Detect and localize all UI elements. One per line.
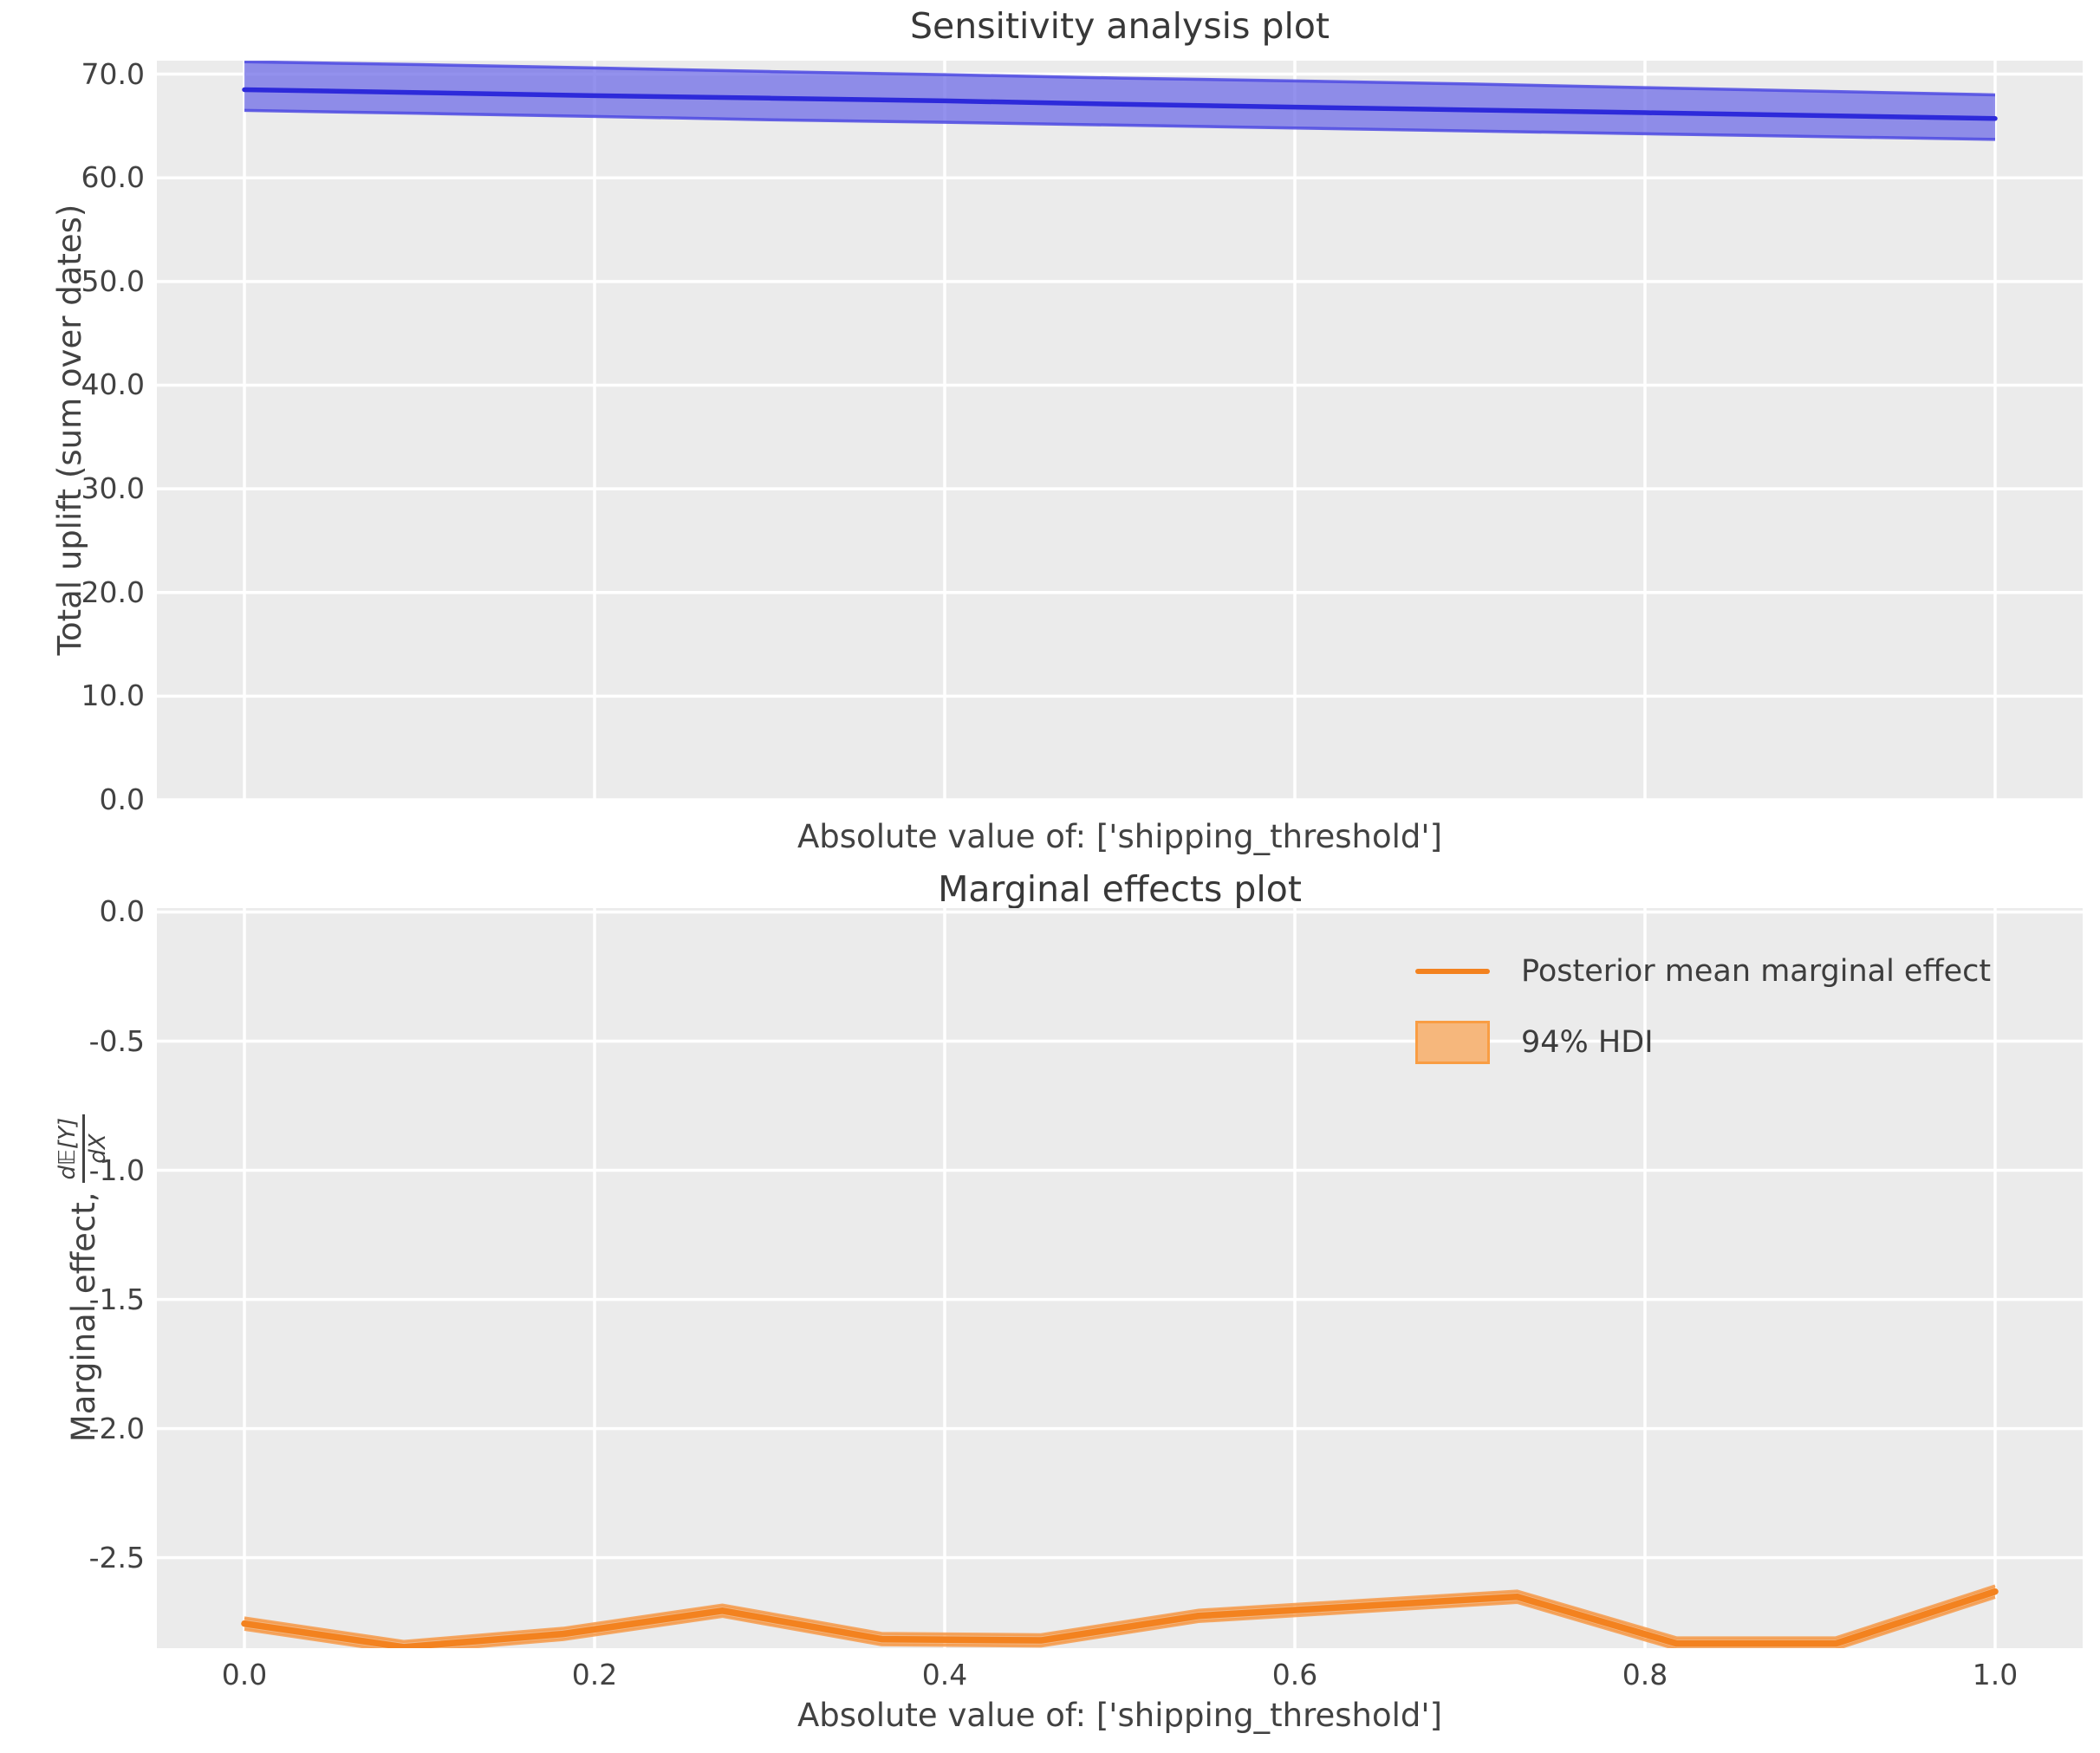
legend-item-posterior-mean: Posterior mean marginal effect [1415, 945, 1991, 998]
x-tick-label: 0.4 [921, 1658, 968, 1691]
legend-label: Posterior mean marginal effect [1521, 954, 1992, 989]
y-tick-label: -1.5 [88, 1282, 145, 1316]
marginal-effects-plot-canvas [157, 908, 2083, 1648]
sensitivity-plot-title: Sensitivity analysis plot [909, 5, 1330, 47]
marginal-effects-plot-area: Posterior mean marginal effect 94% HDI [157, 908, 2083, 1648]
x-tick-label: 1.0 [1972, 1658, 2019, 1691]
marginal-effects-xlabel: Absolute value of: ['shipping_threshold'… [796, 1697, 1443, 1734]
x-tick-label: 0.6 [1271, 1658, 1318, 1691]
y-tick-label: 20.0 [81, 575, 145, 609]
y-tick-label: -1.0 [88, 1152, 145, 1187]
y-tick-label: 30.0 [81, 471, 145, 506]
sensitivity-plot-area [157, 61, 2083, 800]
y-tick-label: -2.5 [88, 1540, 145, 1574]
y-tick-label: 50.0 [81, 263, 145, 298]
x-tick-label: 0.2 [571, 1658, 618, 1691]
legend: Posterior mean marginal effect 94% HDI [1415, 945, 1991, 1087]
y-tick-label: -2.0 [88, 1411, 145, 1445]
y-tick-label: 0.0 [99, 894, 145, 929]
orange-line-swatch-icon [1415, 969, 1490, 974]
legend-item-hdi: 94% HDI [1415, 1016, 1991, 1069]
y-tick-label: 0.0 [99, 782, 145, 816]
marginal-effects-ylabel: Marginal effect, d𝔼[Y] dX [44, 802, 122, 1753]
hdi-patch-swatch-icon [1415, 1021, 1490, 1064]
y-tick-label: 40.0 [81, 367, 145, 402]
y-tick-label: 70.0 [81, 56, 145, 91]
sensitivity-plot-canvas [157, 61, 2083, 800]
x-tick-label: 0.0 [221, 1658, 268, 1691]
y-tick-label: 10.0 [81, 678, 145, 713]
marginal-effects-plot-title: Marginal effects plot [938, 868, 1302, 910]
y-tick-label: 60.0 [81, 160, 145, 195]
sensitivity-ylabel: Total uplift (sum over dates) [50, 204, 88, 656]
legend-label: 94% HDI [1521, 1025, 1654, 1060]
x-tick-label: 0.8 [1622, 1658, 1668, 1691]
sensitivity-xlabel: Absolute value of: ['shipping_threshold'… [796, 818, 1443, 855]
y-tick-label: -0.5 [88, 1023, 145, 1058]
